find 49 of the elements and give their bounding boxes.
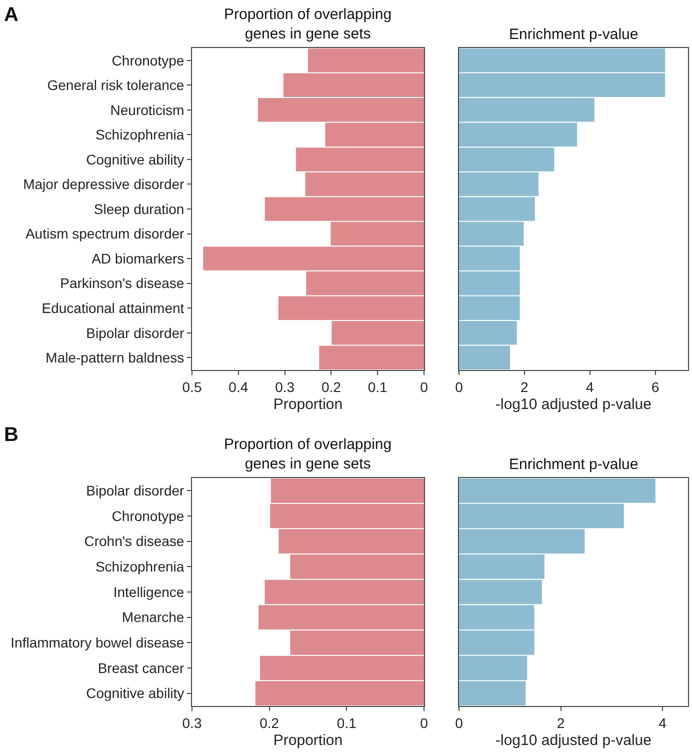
chart-title: Proportion of overlapping genes in gene sets [224,6,392,42]
x-tick-label: 0.3 [182,714,202,731]
x-tick-label: 0.3 [275,378,295,395]
x-tick-label: 0.1 [368,378,388,395]
y-tick-label: Parkinson's disease [60,275,184,292]
chart-title: Proportion of overlapping genes in gene sets [224,436,392,472]
x-axis-title: Proportion [273,396,343,413]
y-tick-label: Cognitive ability [86,151,184,168]
x-tick-label: 0 [420,378,428,395]
y-tick-label: Bipolar disorder [86,482,185,499]
y-tick-label: Schizophrenia [95,126,184,143]
text: B [4,424,18,446]
y-tick-label: Chronotype [112,508,184,524]
y-tick-label: AD biomarkers [92,250,184,266]
x-tick-label: 0.2 [321,378,342,395]
x-tick-label: 0 [455,714,464,731]
x-tick-label: 6 [651,378,660,395]
y-tick-label: Cognitive ability [86,685,184,702]
y-tick-label: Major depressive disorder [23,176,185,192]
x-tick-label: 0 [455,378,464,395]
x-axis-title: Proportion [273,732,343,749]
x-tick-label: 2 [556,714,565,731]
y-tick-label: Crohn's disease [84,533,184,550]
x-tick-label: 0.2 [260,714,280,731]
x-axis-title: -log10 adjusted p-value [496,396,652,413]
y-tick-label: Neuroticism [110,102,184,118]
x-tick-label: 0.5 [182,378,202,395]
y-tick-label: Inflammatory bowel disease [10,634,184,651]
y-tick-label: Educational attainment [42,300,184,316]
y-tick-label: Male-pattern baldness [46,350,184,366]
x-axis-title: -log10 adjusted p-value [496,732,652,749]
text: A [4,4,18,26]
y-tick-label: General risk tolerance [47,77,184,94]
y-tick-label: Bipolar disorder [86,324,185,341]
y-tick-label: Schizophrenia [95,558,184,575]
y-tick-label: Chronotype [112,52,184,68]
x-tick-label: 0.1 [336,714,357,731]
chart-title: Enrichment p-value [509,456,638,473]
y-tick-label: Autism spectrum disorder [25,226,185,242]
x-tick-label: 0 [420,714,428,731]
y-tick-label: Intelligence [113,584,184,600]
y-tick-label: Breast cancer [98,660,185,676]
x-tick-label: 0.4 [228,378,248,395]
x-tick-label: 2 [520,378,529,395]
x-tick-label: 4 [586,378,594,395]
chart-title: Enrichment p-value [509,26,638,43]
y-tick-label: Menarche [122,609,184,626]
x-tick-label: 4 [658,714,667,731]
y-tick-label: Sleep duration [94,200,184,217]
